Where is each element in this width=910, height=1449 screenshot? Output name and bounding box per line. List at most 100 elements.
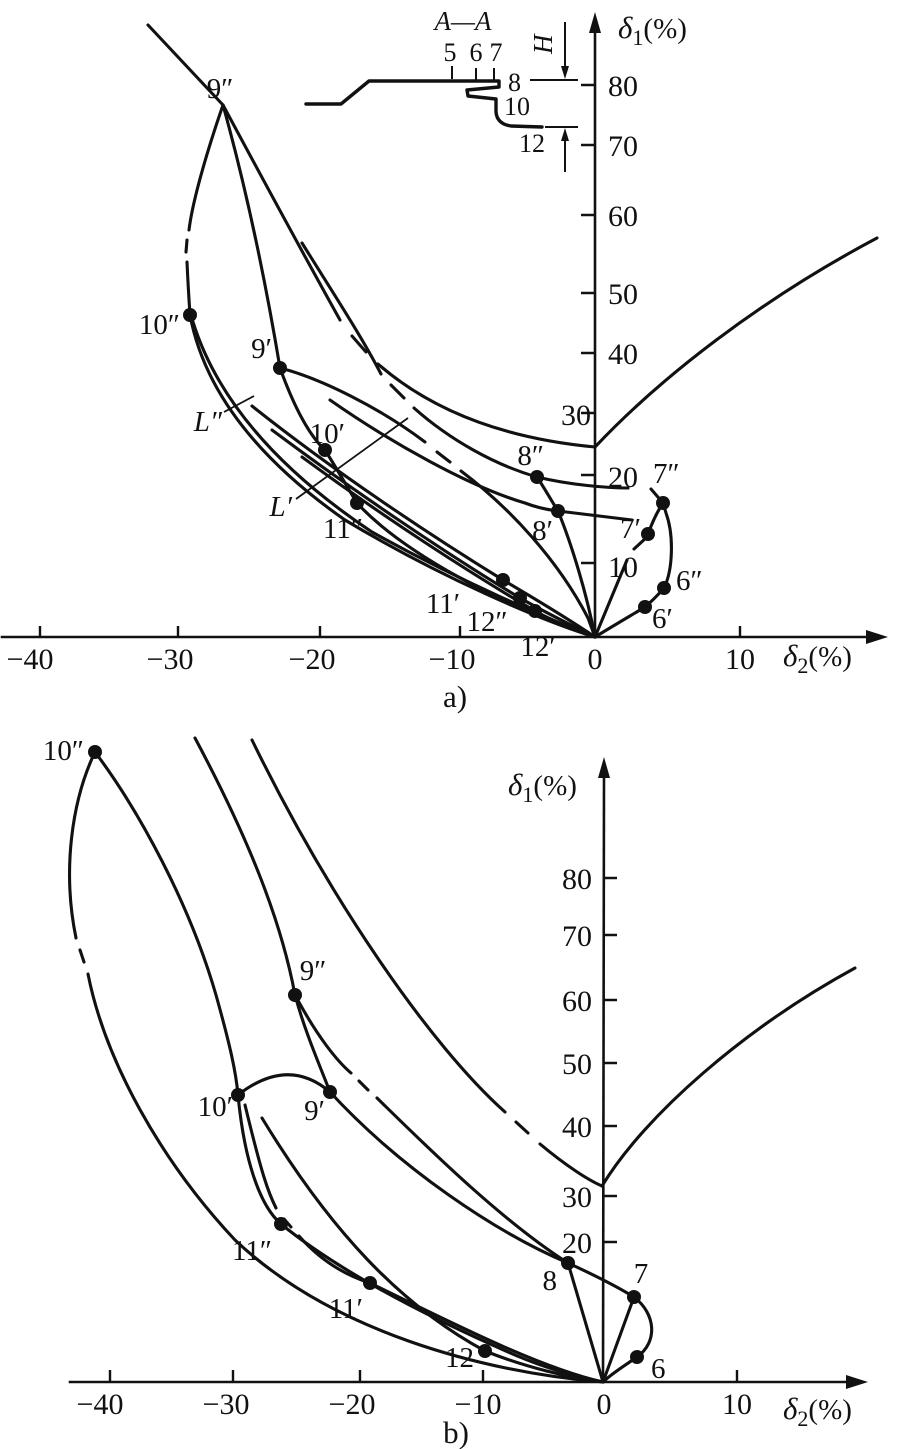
path-9dp-to-9p	[221, 103, 282, 370]
point-marker-10dp	[183, 308, 197, 322]
x-tick-label: −10	[455, 1388, 502, 1421]
point-label-11p: 11′	[329, 1293, 363, 1325]
bundle-strand-12	[260, 1116, 605, 1384]
inset-top-label-6: 6	[470, 38, 483, 67]
y-tick-label: 40	[608, 338, 638, 371]
x-tick-label: 10	[725, 643, 755, 676]
inset-top-label-7: 7	[490, 38, 503, 67]
leader-label-L-p: L′	[269, 491, 293, 523]
path-10dp-left-upper	[68, 750, 97, 940]
point-label-10dp: 10″	[139, 309, 180, 341]
point-marker-7p	[641, 527, 655, 541]
point-marker-12dp	[513, 591, 527, 605]
plot-a: −40 −30 −20 −10 0 10 10 20 30 40 50 60 7…	[0, 10, 888, 714]
y-axis	[601, 773, 606, 1384]
point-marker-10dp	[88, 745, 102, 759]
inset-dim-arrow-down	[561, 66, 569, 79]
point-marker-11dp	[350, 496, 364, 510]
plot-b: −40 −30 −20 −10 0 10 20 30 40 50 60 70 8…	[43, 735, 868, 1449]
path-9p-arc-break-dash	[435, 450, 452, 464]
point-label-6dp: 6″	[676, 565, 703, 597]
limit-curve-left-lower	[538, 1142, 604, 1188]
x-tick-label: −20	[289, 643, 336, 676]
point-marker-8dp	[530, 470, 544, 484]
x-ticks	[108, 1370, 739, 1382]
x-tick-label: −20	[329, 1388, 376, 1421]
point-marker-7	[627, 1290, 641, 1304]
point-label-10p: 10′	[198, 1091, 233, 1123]
bundle-strand-11p	[250, 404, 597, 639]
bundle-strand-11p-upper	[243, 1103, 278, 1210]
point-label-7: 7	[634, 1258, 649, 1290]
y-tick-label: 50	[608, 278, 638, 311]
point-label-12dp: 12″	[466, 606, 507, 638]
point-label-9p: 9′	[304, 1095, 325, 1127]
y-tick-label: 50	[562, 1048, 592, 1081]
y-tick-label: 30	[561, 399, 591, 432]
x-tick-label: −40	[77, 1388, 124, 1421]
inset-section: A—A 5 6 7 8 10 12 H	[304, 6, 578, 172]
path-9dp-lower	[185, 260, 192, 317]
y-ticks	[581, 83, 595, 565]
limit-curve-left-lower	[376, 362, 597, 449]
point-marker-9p	[323, 1085, 337, 1099]
y-tick-label: 80	[562, 863, 592, 896]
caption-a: a)	[443, 679, 467, 714]
path-9dp-branch-break-dash	[357, 1079, 370, 1092]
point-marker-10p	[318, 443, 332, 457]
point-marker-11dp	[274, 1217, 288, 1231]
point-marker-6	[630, 1350, 644, 1364]
x-axis-arrowhead	[846, 1375, 868, 1389]
x-axis-title: δ2(%)	[783, 1391, 852, 1431]
x-tick-label: −30	[203, 1388, 250, 1421]
inset-step-label-10: 10	[504, 92, 530, 121]
point-label-9p: 9′	[251, 333, 272, 365]
y-tick-label: 70	[562, 920, 592, 953]
bundle-strand-11p-lower	[297, 1234, 605, 1384]
path-8dp-break-dash	[389, 383, 406, 400]
point-label-9dp: 9″	[300, 955, 327, 987]
point-label-10dp: 10″	[43, 735, 84, 767]
x-axis-title: δ2(%)	[783, 638, 852, 678]
y-tick-label: 80	[608, 70, 638, 103]
limit-curve-right	[593, 236, 879, 449]
limit-curve-left	[250, 738, 507, 1114]
y-tick-label: 70	[608, 130, 638, 163]
x-tick-label: 10	[722, 1388, 752, 1421]
y-tick-label: 40	[562, 1111, 592, 1144]
x-tick-label: −10	[429, 643, 476, 676]
point-marker-12p	[528, 604, 542, 618]
x-tick-label: −40	[7, 643, 54, 676]
path-10dp-right-10p-11dp-origin	[93, 750, 605, 1384]
y-tick-label: 20	[562, 1227, 592, 1260]
path-10dp-left-break-dash	[78, 948, 86, 964]
point-label-11dp: 11″	[323, 513, 363, 545]
inset-step-label-12: 12	[519, 129, 545, 158]
path-8dp-8p-origin	[535, 475, 597, 639]
point-marker-10p	[231, 1088, 245, 1102]
y-axis-arrowhead	[598, 757, 610, 778]
point-marker-11p	[363, 1276, 377, 1290]
path-9dp-break-dash	[184, 238, 189, 254]
path-10p-9p-hump	[236, 1073, 332, 1097]
caption-b: b)	[443, 1415, 469, 1449]
point-label-8dp: 8″	[517, 440, 544, 472]
path-7-6-arc	[601, 1295, 654, 1384]
point-marker-12	[478, 1344, 492, 1358]
point-label-7p: 7′	[620, 513, 641, 545]
y-axis-arrowhead	[589, 12, 601, 33]
point-label-12: 12	[445, 1342, 474, 1374]
limit-curve-break-dash	[350, 334, 368, 354]
path-9dp-branch-to-8	[375, 1096, 570, 1265]
point-label-11p: 11′	[426, 588, 460, 620]
inset-dim-arrow-up	[561, 128, 569, 141]
point-marker-8p	[551, 504, 565, 518]
point-marker-7dp	[656, 496, 670, 510]
leader-line-L-p	[295, 417, 409, 500]
y-tick-label: 30	[562, 1181, 592, 1214]
inset-height-label: H	[528, 33, 558, 55]
point-marker-8	[561, 1256, 575, 1270]
point-marker-6p	[638, 600, 652, 614]
